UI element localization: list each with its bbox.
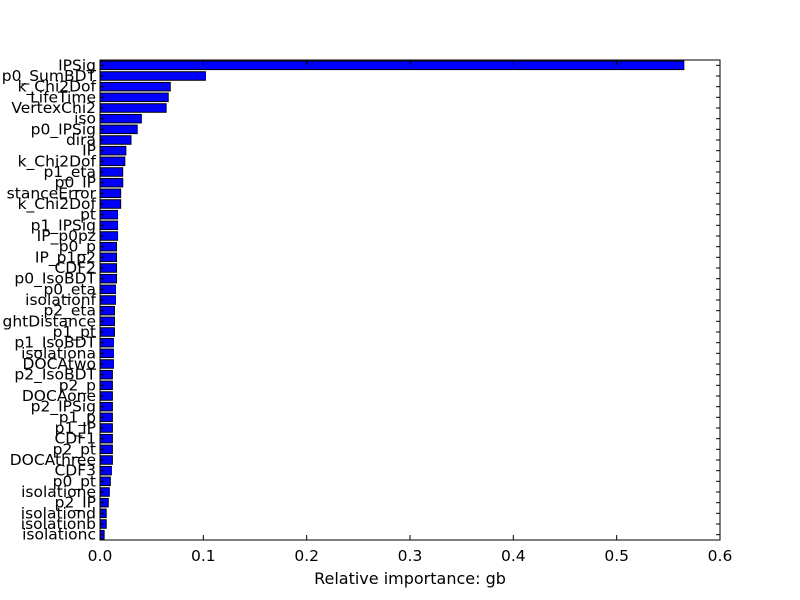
y-tick-label: k_Chi2Dof	[18, 152, 97, 171]
y-tick-label: p2_IPSig	[31, 398, 96, 417]
y-tick-label: p2_p	[59, 376, 96, 395]
y-tick-label: DOCAone	[22, 387, 96, 405]
bar	[99, 81, 171, 92]
y-tick-label: p2_eta	[43, 302, 96, 321]
plot-frame	[99, 59, 721, 541]
y-tick-label: p0_IPSig	[31, 120, 96, 139]
x-tick-label: 0.2	[294, 547, 319, 565]
x-tick-label: 0.6	[708, 547, 733, 565]
y-tick-label: isolatione	[21, 483, 96, 501]
x-tick-label: 0.1	[191, 547, 216, 565]
y-tick-label: p0_SumBDT	[2, 67, 97, 86]
bar	[99, 113, 142, 124]
y-tick-label: p0_pt	[53, 472, 96, 491]
x-axis: 0.0 0.1 0.2 0.3 0.4 0.5 0.6	[88, 60, 733, 565]
y-tick-label: IP_p0pz	[37, 227, 96, 246]
y-tick-label: isolationc	[22, 526, 96, 544]
y-tick-label: p0_IsoBDT	[14, 270, 96, 289]
y-tick-label: p2_pt	[53, 440, 96, 459]
y-tick-label: p2_IsoBDT	[14, 366, 96, 385]
bar	[99, 92, 169, 103]
x-tick-label: 0.4	[501, 547, 526, 565]
y-tick-label: p0_eta	[43, 280, 96, 299]
y-tick-label: p1_p	[59, 408, 96, 427]
y-tick-label: p1_eta	[43, 163, 96, 182]
y-tick-label: p1_IPSig	[31, 216, 96, 235]
x-tick-label: 0.5	[604, 547, 629, 565]
y-axis: IPSigp0_SumBDTk_Chi2DofLifeTimeVertexChi…	[2, 56, 720, 544]
y-tick-label: CDF3	[54, 462, 96, 480]
y-tick-label: IPSig	[58, 56, 96, 74]
y-tick-label: LifeTime	[30, 88, 96, 106]
bar	[99, 135, 132, 145]
y-tick-label: ghtDistance	[2, 312, 96, 330]
y-tick-label: isolationf	[25, 291, 96, 309]
y-tick-label: p1_IP	[55, 419, 96, 438]
y-tick-label: DOCAtwo	[22, 355, 96, 373]
y-tick-label: p1_IsoBDT	[14, 334, 96, 353]
y-tick-label: DOCAthree	[10, 451, 96, 469]
y-tick-label: CDF2	[54, 259, 96, 277]
y-tick-label: p0_p	[59, 238, 96, 257]
bar	[99, 103, 167, 113]
y-tick-label: IP	[82, 142, 96, 160]
y-tick-label: isolationd	[21, 504, 96, 522]
y-tick-label: p0_IP	[55, 174, 96, 193]
bar	[99, 124, 138, 135]
y-tick-label: stanceError	[7, 184, 97, 202]
y-tick-label: IP_p1p2	[35, 248, 96, 267]
x-axis-label: Relative importance: gb	[314, 569, 506, 588]
bar	[99, 60, 685, 71]
y-tick-label: p1_pt	[53, 323, 96, 342]
y-tick-label: iso	[74, 110, 96, 128]
y-tick-label: k_Chi2Dof	[18, 195, 97, 214]
y-tick-label: p2_IP	[55, 494, 96, 513]
y-tick-label: CDF1	[54, 430, 96, 448]
y-tick-label: isolationb	[21, 515, 96, 533]
bars-group	[99, 60, 685, 540]
y-tick-label: VertexChi2	[11, 99, 96, 117]
y-tick-label: dira	[66, 131, 96, 149]
bar	[99, 71, 206, 81]
x-tick-label: 0.3	[398, 547, 423, 565]
x-tick-label: 0.0	[88, 547, 113, 565]
y-tick-label: isolationa	[21, 344, 96, 362]
y-tick-label: pt	[80, 206, 96, 224]
y-tick-label: k_Chi2Dof	[18, 78, 97, 97]
